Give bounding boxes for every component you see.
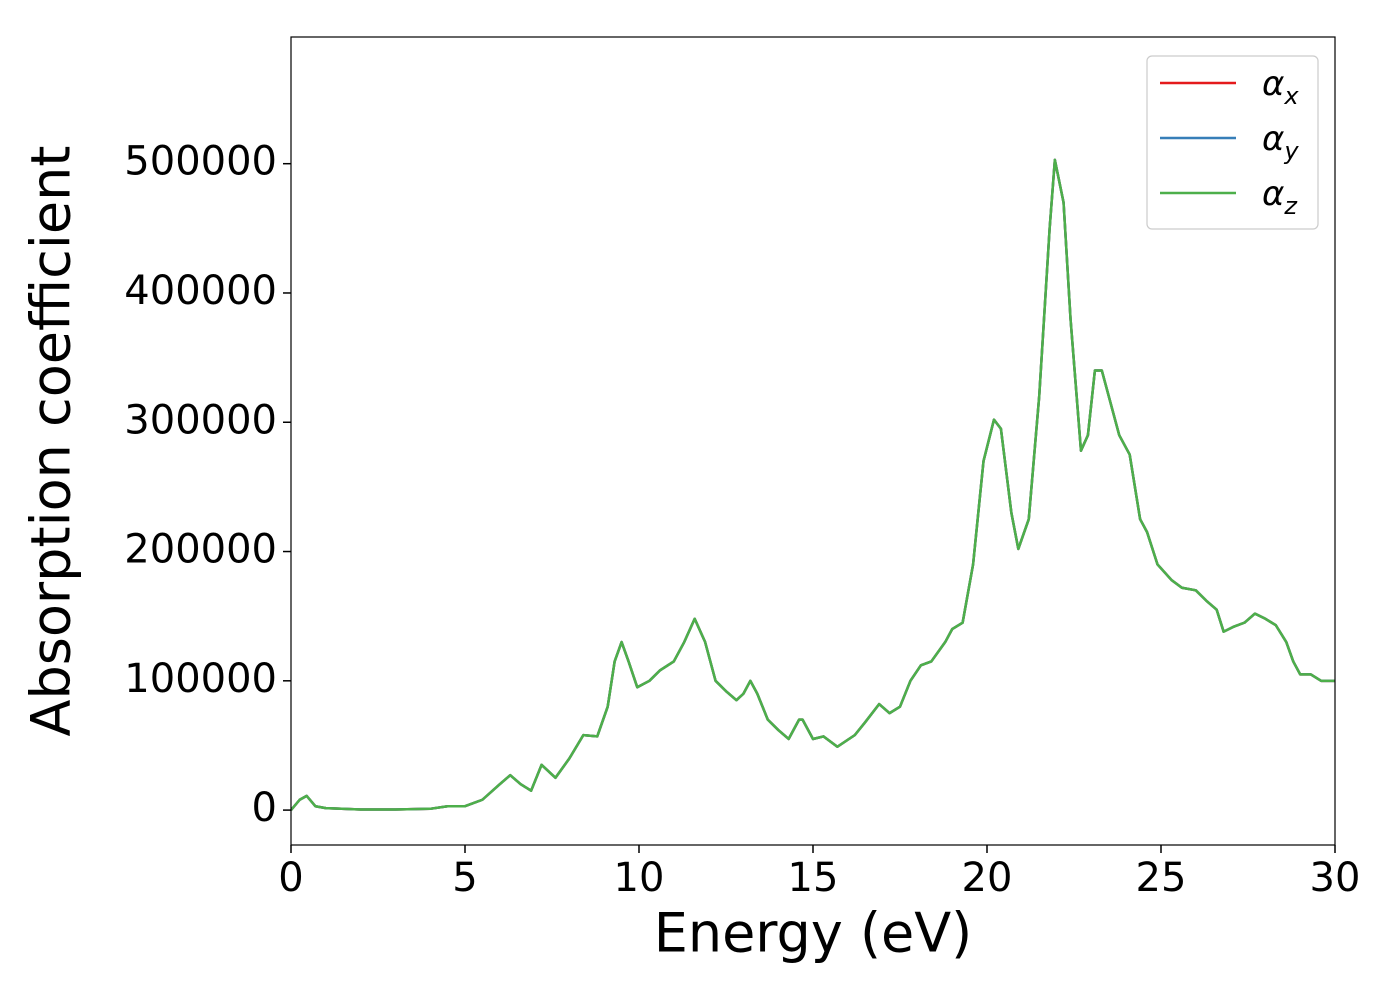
x-tick-label: 30 xyxy=(1310,855,1361,901)
y-tick-label: 200000 xyxy=(124,527,277,573)
x-tick-label: 10 xyxy=(614,855,665,901)
y-tick-label: 500000 xyxy=(124,139,277,185)
line xyxy=(291,158,1335,811)
line xyxy=(291,158,1335,811)
legend-label: αz xyxy=(1262,174,1298,220)
x-axis-label: Energy (eV) xyxy=(654,902,973,965)
plot-frame xyxy=(290,36,1336,846)
x-tick-label: 5 xyxy=(452,855,477,901)
y-tick-label: 400000 xyxy=(124,268,277,314)
y-axis-label: Absorption coefficient xyxy=(20,146,83,737)
y-tick-label: 300000 xyxy=(124,397,277,443)
y-tick-label: 100000 xyxy=(124,656,277,702)
legend-label: αx xyxy=(1262,64,1299,110)
x-tick-label: 0 xyxy=(278,855,303,901)
legend-box xyxy=(1146,55,1319,230)
x-tick-label: 25 xyxy=(1136,855,1187,901)
y-tick-label: 0 xyxy=(252,785,277,831)
legend-label: αy xyxy=(1262,119,1299,165)
x-tick-label: 15 xyxy=(788,855,839,901)
x-tick-label: 20 xyxy=(962,855,1013,901)
line xyxy=(291,158,1335,811)
